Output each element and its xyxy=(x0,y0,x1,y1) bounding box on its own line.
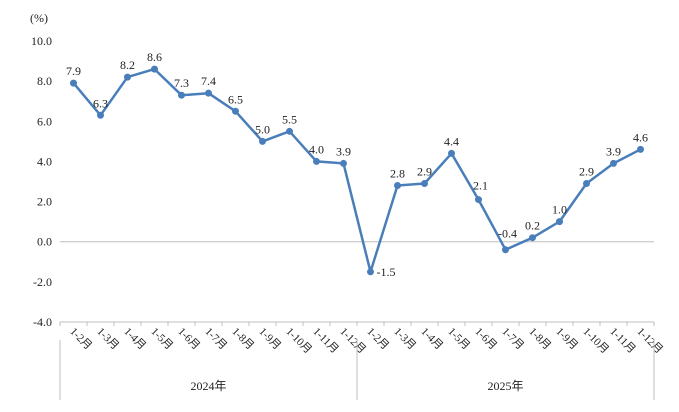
category-label: 1-2月 xyxy=(364,326,391,353)
data-label: 4.4 xyxy=(444,134,459,148)
data-label: -1.5 xyxy=(377,265,396,279)
data-label: 2.9 xyxy=(417,165,432,179)
unit-label: (%) xyxy=(30,11,48,25)
data-labels: 7.9 6.3 8.2 8.6 7.3 7.4 6.5 5.0 5.5 4.0 3.9 -1.5 2.8… xyxy=(66,50,648,279)
data-label: 8.2 xyxy=(120,58,135,72)
data-point xyxy=(286,127,293,135)
data-label: 7.9 xyxy=(66,64,81,78)
data-label: 8.6 xyxy=(147,50,162,64)
category-label: 1-10月 xyxy=(283,326,314,357)
category-label: 1-7月 xyxy=(499,326,526,353)
category-label: 1-9月 xyxy=(553,326,580,353)
data-point xyxy=(205,89,212,97)
data-point xyxy=(421,180,428,188)
category-label: 1-10月 xyxy=(580,326,611,357)
category-label: 1-6月 xyxy=(472,326,499,353)
data-point xyxy=(529,234,536,242)
data-label: 5.5 xyxy=(282,112,297,126)
category-label: 1-6月 xyxy=(175,326,202,353)
series-line xyxy=(70,65,644,276)
data-point xyxy=(70,79,77,87)
data-label: 3.9 xyxy=(336,144,351,158)
data-point xyxy=(637,145,644,153)
data-point xyxy=(448,149,455,157)
data-label: 4.0 xyxy=(309,142,324,156)
y-axis: 10.0 8.0 6.0 4.0 2.0 0.0 -2.0 -4.0 xyxy=(31,34,52,329)
category-label: 1-9月 xyxy=(256,326,283,353)
data-label: -0.4 xyxy=(498,227,517,241)
y-tick-label: 8.0 xyxy=(37,74,52,88)
data-point xyxy=(367,268,374,276)
series-polyline xyxy=(72,67,642,274)
category-label: 1-8月 xyxy=(526,326,553,353)
category-label: 1-12月 xyxy=(337,326,368,357)
data-label: 6.5 xyxy=(228,92,243,106)
data-point xyxy=(394,182,401,190)
category-label: 1-12月 xyxy=(634,326,665,357)
data-label: 7.3 xyxy=(174,76,189,90)
category-label: 1-8月 xyxy=(229,326,256,353)
y-tick-label: -2.0 xyxy=(33,275,52,289)
category-label: 1-7月 xyxy=(202,326,229,353)
data-label: 1.0 xyxy=(552,203,567,217)
category-label: 1-4月 xyxy=(418,326,445,353)
data-point xyxy=(151,65,158,73)
category-label: 1-3月 xyxy=(391,326,418,353)
y-tick-label: 0.0 xyxy=(37,235,52,249)
data-label: 5.0 xyxy=(255,122,270,136)
data-point xyxy=(610,159,617,167)
category-label: 1-5月 xyxy=(148,326,175,353)
category-label: 1-3月 xyxy=(94,326,121,353)
category-label: 1-5月 xyxy=(445,326,472,353)
y-tick-label: 2.0 xyxy=(37,195,52,209)
data-point xyxy=(340,159,347,167)
data-point xyxy=(502,246,509,254)
data-label: 6.3 xyxy=(93,96,108,110)
y-tick-label: 6.0 xyxy=(37,114,52,128)
data-point xyxy=(583,180,590,188)
data-point xyxy=(124,73,131,81)
data-point xyxy=(259,137,266,145)
data-label: 3.9 xyxy=(606,144,621,158)
data-point xyxy=(178,91,185,99)
data-label: 7.4 xyxy=(201,74,216,88)
data-point xyxy=(475,196,482,204)
x-axis: 1-2月 1-3月 1-4月 1-5月 1-6月 1-7月 1-8月 1-9月 1-10月1-1… xyxy=(59,241,665,400)
data-label: 2.8 xyxy=(390,167,405,181)
y-tick-label: -4.0 xyxy=(33,315,52,329)
data-point xyxy=(97,111,104,119)
category-label: 1-11月 xyxy=(607,326,637,356)
data-point xyxy=(313,157,320,165)
category-label: 1-2月 xyxy=(67,326,94,353)
data-label: 4.6 xyxy=(633,130,648,144)
data-label: 2.9 xyxy=(579,165,594,179)
year-group-label: 2025年 xyxy=(487,379,523,393)
category-label: 1-11月 xyxy=(310,326,340,356)
y-tick-label: 10.0 xyxy=(31,34,52,48)
data-point xyxy=(556,218,563,226)
category-label: 1-4月 xyxy=(121,326,148,353)
year-group-label: 2024年 xyxy=(190,379,226,393)
data-label: 2.1 xyxy=(473,179,488,193)
data-label: 0.2 xyxy=(525,219,540,233)
y-tick-label: 4.0 xyxy=(37,154,52,168)
data-point xyxy=(232,107,239,115)
